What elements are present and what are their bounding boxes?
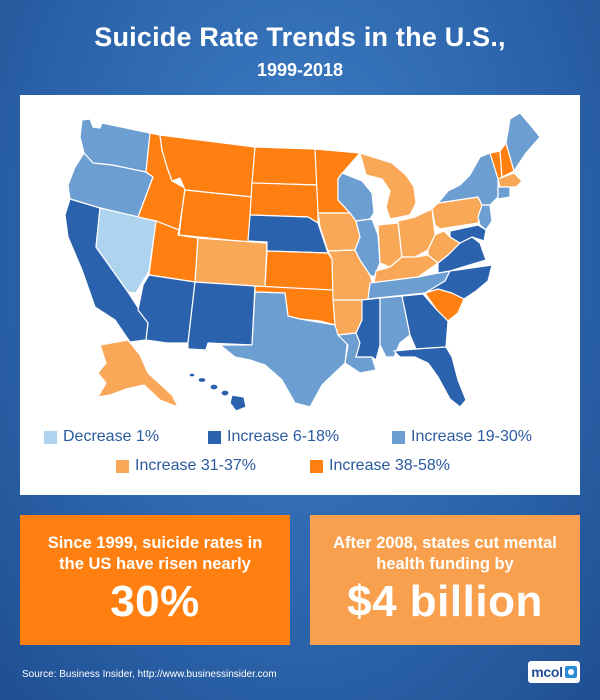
state-new-mexico [187, 281, 256, 351]
source-note: Source: Business Insider, http://www.bus… [22, 669, 277, 680]
stat-text-funding-cut: After 2008, states cut mental health fun… [333, 534, 557, 573]
state-kansas [264, 250, 334, 291]
state-connecticut [497, 186, 511, 200]
state-georgia [401, 293, 449, 350]
state-hawaii [188, 372, 247, 412]
stat-box-funding-cut: After 2008, states cut mental health fun… [310, 515, 580, 645]
state-alaska [97, 339, 179, 408]
state-new-york [437, 152, 499, 206]
state-massachusetts [497, 172, 523, 188]
state-colorado [194, 237, 268, 288]
logo-mark-icon [564, 666, 577, 678]
map-panel: Decrease 1% Increase 6-18% Increase 19-3… [20, 95, 580, 495]
logo-text: mcol [531, 664, 563, 680]
state-north-dakota [251, 146, 319, 186]
page-title: Suicide Rate Trends in the U.S., [94, 22, 506, 52]
state-maine [505, 112, 541, 172]
page-subtitle: 1999-2018 [256, 60, 344, 80]
state-florida [393, 346, 467, 408]
stat-value-funding-cut: $4 billion [347, 577, 543, 626]
state-michigan [359, 152, 417, 220]
state-illinois [354, 218, 381, 278]
us-map [64, 112, 541, 412]
state-wyoming [178, 189, 253, 243]
stat-value-suicide-rate: 30% [110, 577, 200, 626]
stat-text-suicide-rate: Since 1999, suicide rates in the US have… [47, 534, 263, 573]
state-maryland [449, 224, 487, 244]
state-north-carolina [424, 264, 493, 300]
state-texas [219, 291, 349, 408]
state-arizona [137, 274, 196, 344]
stat-box-suicide-rate: Since 1999, suicide rates in the US have… [20, 515, 290, 645]
mcol-logo: mcol [528, 661, 580, 683]
